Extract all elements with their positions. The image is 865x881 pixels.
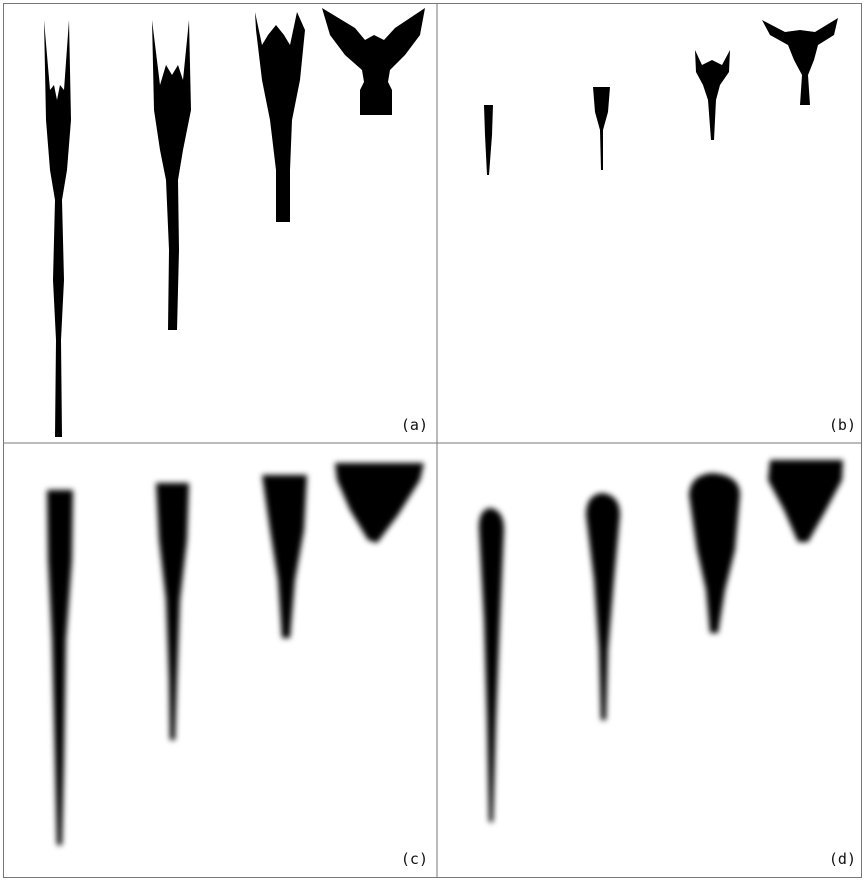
panel-label: (a) [401, 416, 428, 434]
panel-d-shapes [478, 460, 843, 822]
panel-a-shapes [44, 8, 425, 437]
panel-c-shapes [47, 463, 424, 845]
panel-b-shapes [484, 18, 838, 175]
panel-label: (b) [829, 416, 856, 434]
panel-label: (d) [829, 850, 856, 868]
panel-label: (c) [401, 850, 428, 868]
panel-borders [3, 3, 862, 878]
